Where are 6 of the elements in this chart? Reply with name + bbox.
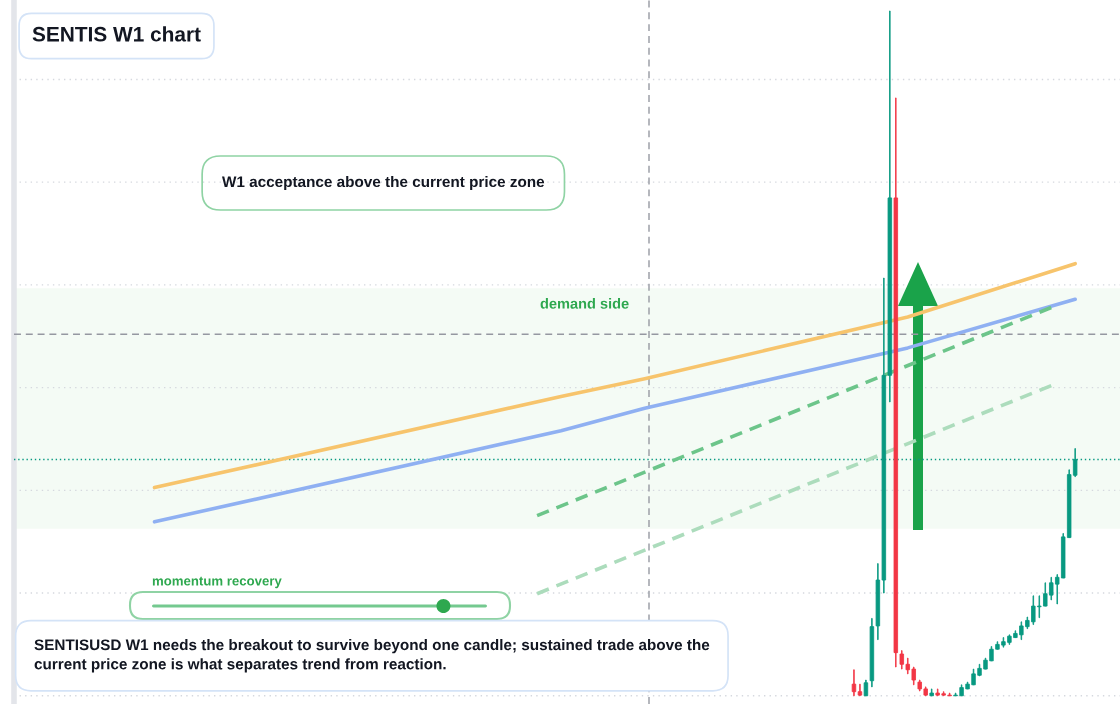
text: SENTIS W1 chart: [32, 26, 201, 42]
annotation: W1 acceptance above the current price zone: [222, 175, 545, 191]
annotation: momentum recovery: [152, 576, 282, 589]
band-label: demand side: [540, 298, 629, 309]
candlestick: [851, 669, 857, 697]
annotation: SENTISUSD W1 needs the breakout to survive beyond one candle; sustained trade above the current price zone is what separates trend from reaction.: [34, 639, 710, 673]
